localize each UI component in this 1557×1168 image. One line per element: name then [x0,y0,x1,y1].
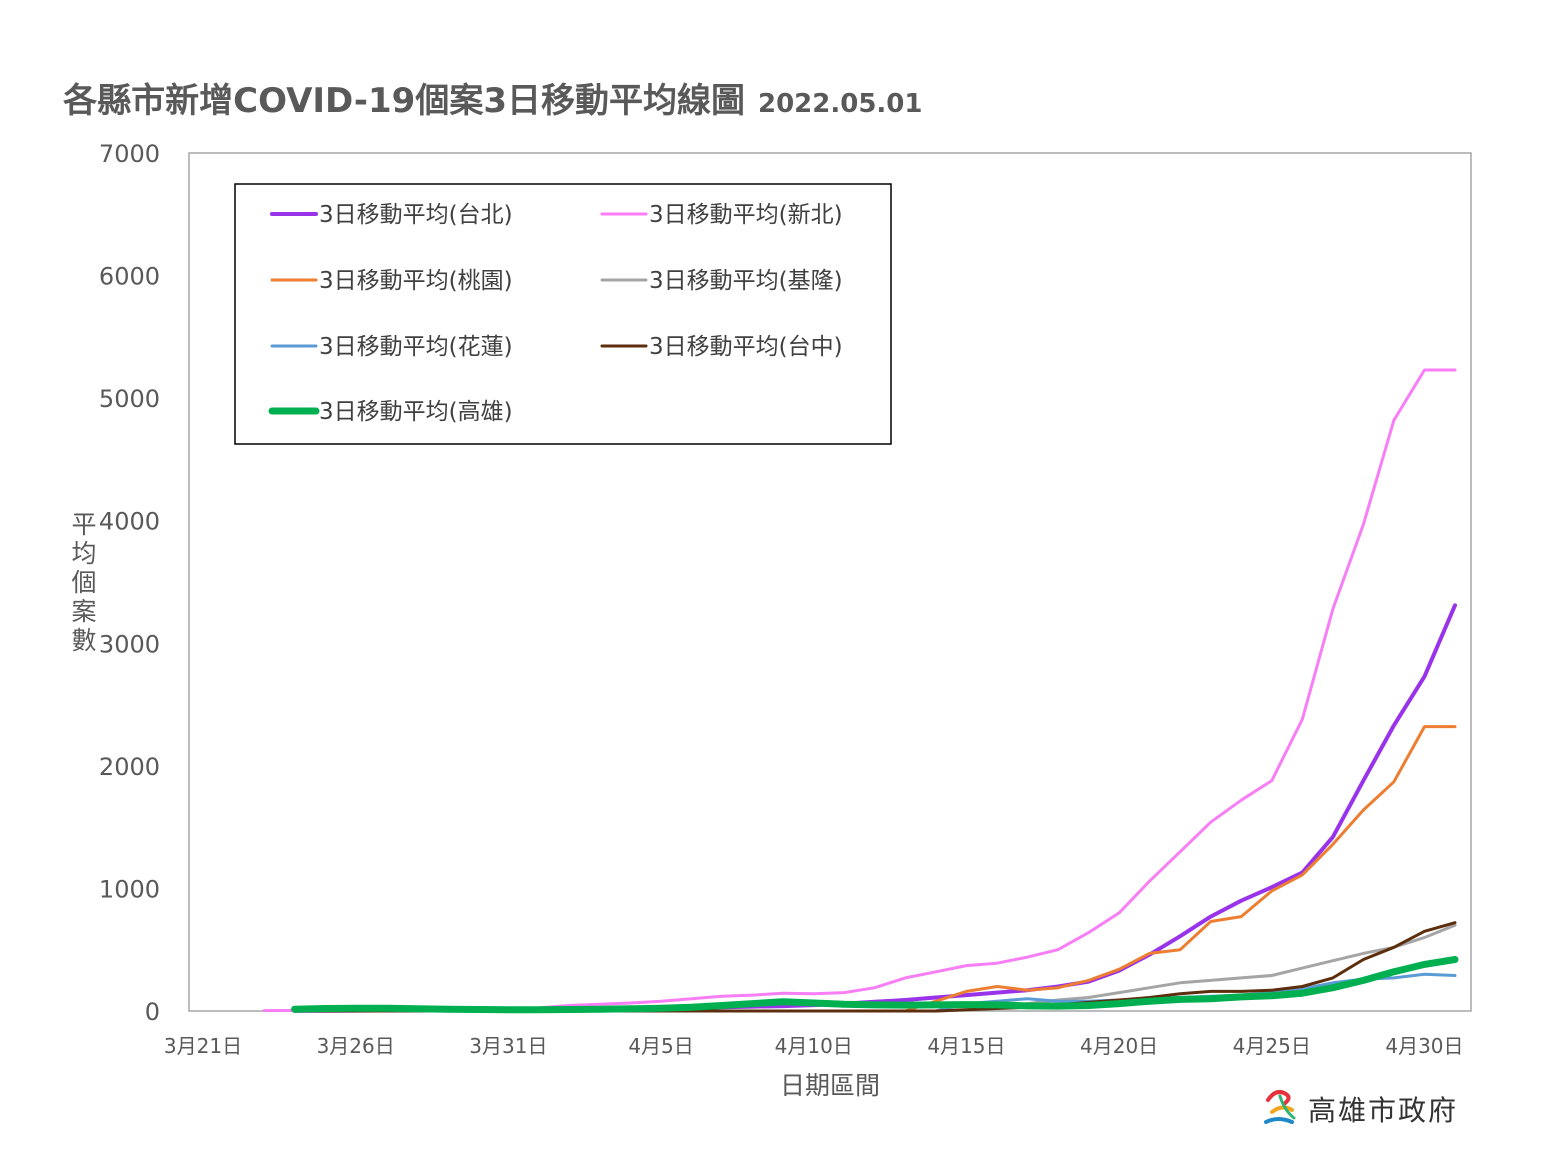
legend-box [234,183,892,445]
kaohsiung-logo-icon [1264,1090,1296,1124]
series-line-7 [291,956,1459,1014]
legend-label: 3日移動平均(台北) [319,202,513,228]
y-tick-label: 2000 [99,753,160,781]
legend-label: 3日移動平均(新北) [649,202,843,228]
x-tick-label: 4月20日 [1080,1034,1158,1058]
chart-subtitle: 2022.05.01 [758,89,922,119]
y-tick-label: 1000 [99,875,160,903]
x-tick-label: 4月5日 [628,1034,693,1058]
legend: 3日移動平均(台北) 3日移動平均(新北) 3日移動平均(桃園) 3日移動平均(基隆)… [234,183,892,445]
x-tick-label: 4月15日 [927,1034,1005,1058]
legend-label: 3日移動平均(花蓮) [319,334,513,360]
y-tick-label: 6000 [99,263,160,291]
y-tick-label: 4000 [99,508,160,536]
x-tick-label: 3月31日 [469,1034,547,1058]
legend-label: 3日移動平均(基隆) [649,268,843,294]
kaohsiung-logo: 高雄市政府 [1264,1090,1458,1127]
x-tick-label: 4月30日 [1385,1034,1463,1058]
x-axis-label: 日期區間 [780,1071,880,1100]
y-tick-label: 3000 [99,630,160,658]
chart-title: 各縣市新增COVID-19個案3日移動平均線圖 [63,81,745,121]
series-layer [262,368,1459,1014]
legend-label: 3日移動平均(桃園) [319,268,513,294]
y-axis: 0 1000 2000 3000 4000 5000 6000 7000 [99,140,160,1026]
x-tick-label: 4月10日 [775,1034,853,1058]
x-axis: 3月21日 3月26日 3月31日 4月5日 4月10日 4月15日 4月20日 4月25日 4… [164,1034,1464,1058]
legend-label: 3日移動平均(高雄) [319,399,513,425]
x-tick-label: 3月21日 [164,1034,242,1058]
y-axis-label: 平均個案數 [71,510,96,655]
x-tick-label: 4月25日 [1233,1034,1311,1058]
y-tick-label: 0 [145,998,160,1026]
x-tick-label: 3月26日 [317,1034,395,1058]
legend-label: 3日移動平均(台中) [649,334,843,360]
y-tick-label: 7000 [99,140,160,168]
y-tick-label: 5000 [99,385,160,413]
kaohsiung-logo-text: 高雄市政府 [1308,1094,1458,1127]
